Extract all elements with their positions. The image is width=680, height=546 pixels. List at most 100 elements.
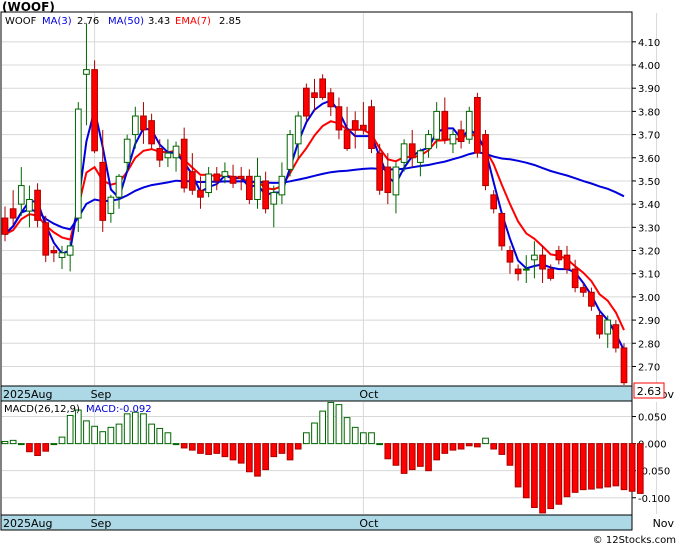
x-axis-label: Sep <box>91 388 112 401</box>
macd-bar <box>197 443 204 454</box>
candle <box>408 129 416 168</box>
candle-body <box>506 250 514 263</box>
candle <box>58 245 66 270</box>
macd-bar <box>50 443 58 446</box>
candle-body <box>579 287 587 293</box>
candle-body <box>294 115 302 145</box>
macd-tick-label: -0.050 <box>638 467 670 478</box>
candle-body <box>1 217 9 235</box>
candle-body <box>351 120 359 131</box>
candlesticks <box>1 23 628 385</box>
candle <box>123 134 131 172</box>
legend-ma3-label: MA(3) <box>42 16 72 27</box>
macd-bar <box>270 443 278 458</box>
macd-bar <box>506 443 514 466</box>
candle-body <box>441 110 449 140</box>
candle-body <box>221 171 229 177</box>
macd-bar <box>115 423 123 445</box>
candle-body <box>172 145 180 159</box>
candle-body <box>270 192 278 205</box>
price-tick-label: 3.60 <box>638 154 660 165</box>
candle <box>50 245 58 263</box>
macd-bar <box>26 443 33 453</box>
candle-body <box>343 129 351 149</box>
macd-bar <box>17 443 25 446</box>
macd-bar <box>351 426 359 445</box>
macd-bar <box>9 439 17 445</box>
macd-bar <box>474 443 481 448</box>
candle <box>17 167 25 216</box>
macd-bar <box>360 432 367 445</box>
candle <box>245 169 253 205</box>
macd-histogram <box>1 401 644 514</box>
macd-bar <box>131 411 139 445</box>
price-tick-label: 3.90 <box>638 84 660 95</box>
candle <box>335 97 343 140</box>
candle-body <box>254 175 261 200</box>
price-tick-label: 3.20 <box>638 247 660 258</box>
candle <box>303 83 310 121</box>
macd-bar <box>148 423 155 445</box>
candle <box>205 167 212 198</box>
price-tick-label: 2.90 <box>638 316 660 327</box>
macd-bar <box>384 443 392 460</box>
price-tick-label: 3.80 <box>638 107 660 118</box>
macd-bar <box>254 443 261 477</box>
candle <box>148 113 155 149</box>
candle <box>140 102 147 144</box>
price-tick-label: 3.30 <box>638 223 660 234</box>
candle-body <box>604 319 612 335</box>
candle-body <box>58 252 66 258</box>
candle <box>514 264 522 281</box>
macd-bar <box>245 443 253 473</box>
candle-body <box>213 173 221 182</box>
candle-body <box>164 152 172 159</box>
legend-ma3-value: 2.76 <box>77 16 99 27</box>
price-tick-label: 3.70 <box>638 131 660 142</box>
macd-bar <box>604 443 612 488</box>
macd-bar <box>628 443 636 492</box>
candle-body <box>620 347 628 384</box>
candle <box>197 176 204 209</box>
macd-bar <box>441 443 449 454</box>
candle <box>343 106 351 151</box>
candle-body <box>335 106 343 131</box>
macd-x-axis-band <box>0 514 633 531</box>
macd-bar <box>465 443 473 447</box>
macd-bar <box>368 432 375 445</box>
price-tick-label: 3.40 <box>638 200 660 211</box>
candle-body <box>286 134 294 170</box>
candle <box>465 106 473 144</box>
candle-body <box>9 208 17 219</box>
candle-body <box>180 138 188 189</box>
candle-body <box>66 245 74 256</box>
candle-body <box>99 161 107 221</box>
macd-bar <box>213 443 221 454</box>
candle <box>34 183 41 228</box>
candle-body <box>465 110 473 140</box>
macd-bar <box>596 443 603 489</box>
candle-body <box>417 150 424 163</box>
ticker-title: (WOOF) <box>2 0 55 14</box>
legend-ema7-label: EMA(7) <box>175 16 211 27</box>
candle-body <box>188 171 196 191</box>
candle-body <box>34 189 41 221</box>
macd-bar <box>123 413 131 445</box>
candle <box>547 264 555 281</box>
macd-bar <box>107 426 115 445</box>
candle <box>278 162 286 205</box>
candle <box>612 320 620 353</box>
macd-bar <box>99 431 107 445</box>
candle-body <box>197 189 204 198</box>
candle <box>42 215 50 263</box>
candle <box>91 60 98 154</box>
macd-bar <box>547 443 555 510</box>
macd-bar <box>237 443 245 464</box>
candle <box>457 120 465 149</box>
candle-body <box>474 96 481 154</box>
candle-body <box>368 106 375 149</box>
macd-legend-label: MACD(26,12,9) <box>4 404 80 415</box>
candle <box>579 282 587 297</box>
candle-body <box>449 134 457 145</box>
